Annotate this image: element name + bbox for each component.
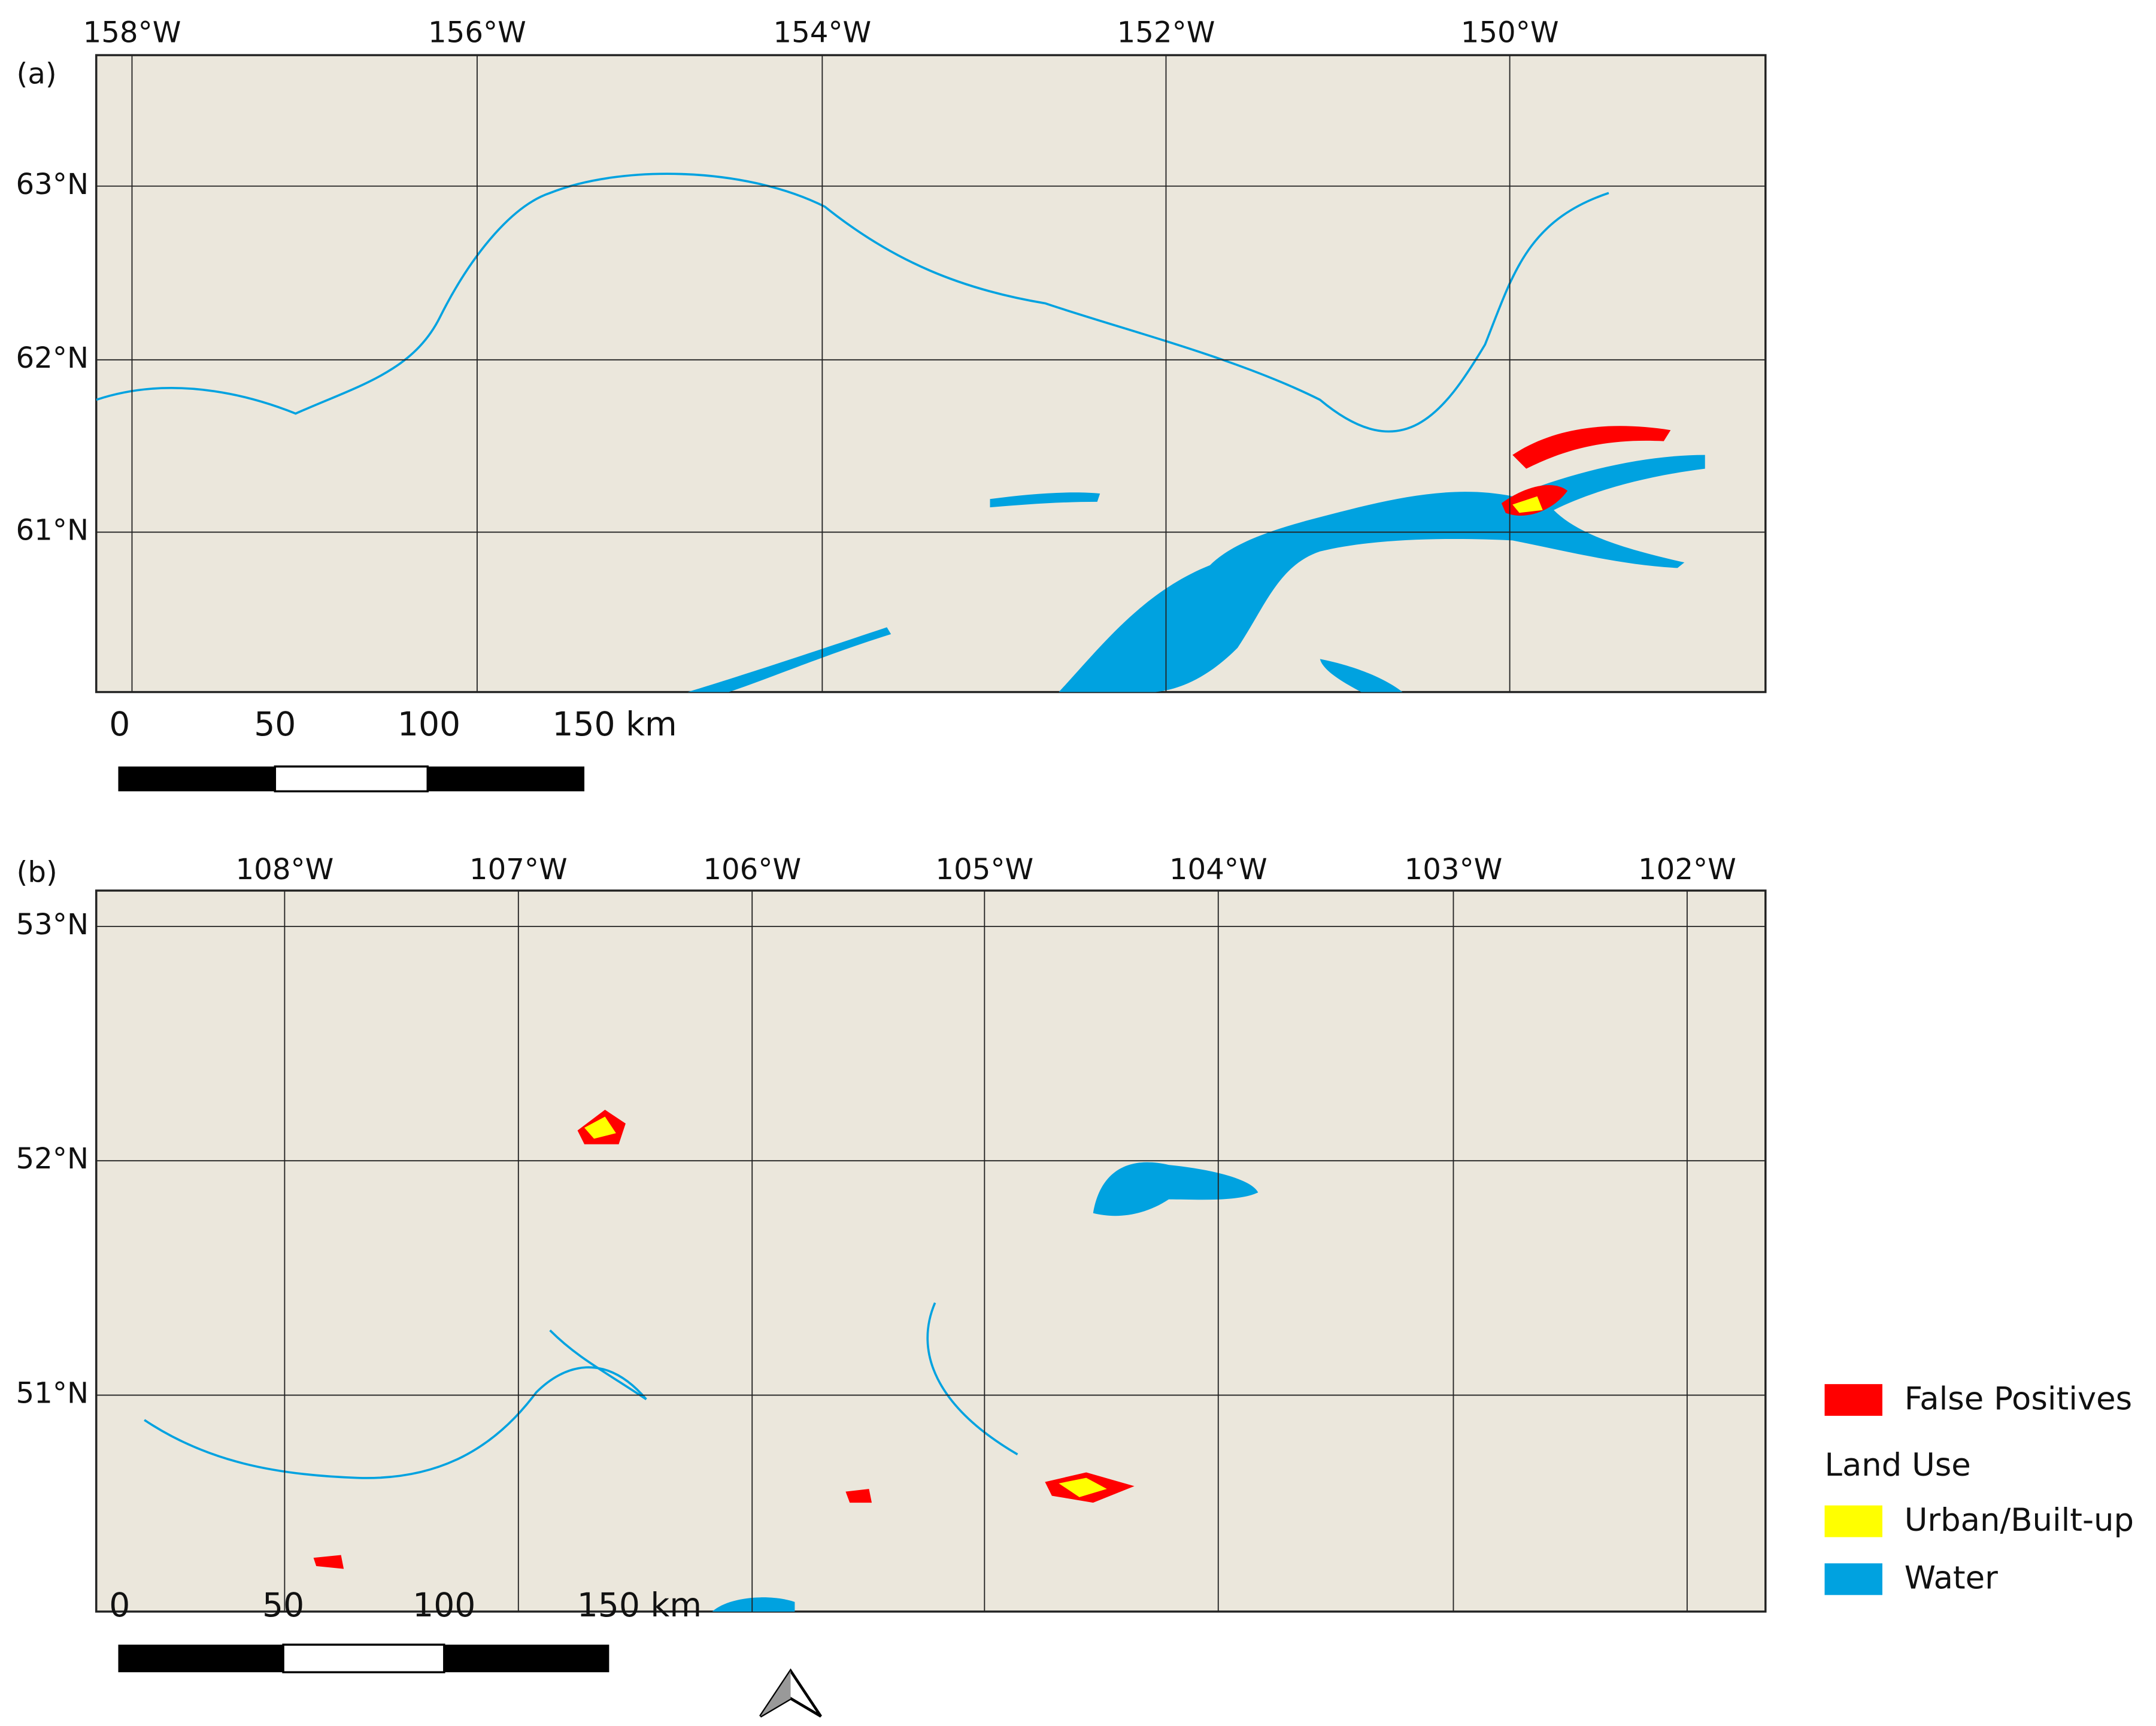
map-a [95,54,1767,694]
water-inlet [1059,455,1705,692]
scale-segment [274,765,429,793]
legend-swatch [1824,1563,1882,1595]
scale-label: 100 [413,1586,475,1625]
latitude-label: 63°N [16,168,89,201]
false-positive-area [1512,426,1671,469]
scale-bar-a [118,765,585,793]
river [549,1330,647,1400]
river [926,1302,1018,1456]
scale-segment [282,1643,445,1673]
scale-label: 100 [398,705,460,744]
water-lake [687,627,891,692]
longitude-label: 108°W [235,853,333,886]
false-positive-area [845,1489,872,1503]
legend-swatch [1824,1505,1882,1537]
map-features [144,1110,1259,1612]
longitude-label: 152°W [1117,16,1215,50]
latitude-label: 61°N [16,514,89,547]
legend-heading: Land Use [1825,1447,1971,1483]
legend-swatch [1824,1384,1882,1416]
longitude-label: 105°W [935,853,1033,886]
legend-label: False Positives [1905,1380,2132,1417]
longitude-label: 103°W [1405,853,1503,886]
longitude-label: 102°W [1638,853,1736,886]
scale-label: 150 km [577,1586,702,1625]
map-features [96,172,1705,692]
latitude-label: 51°N [16,1377,89,1410]
water-lake [1093,1162,1259,1216]
urban-area [584,1116,616,1139]
scale-label: 0 [109,705,130,744]
false-positive-area [313,1555,344,1569]
latitude-label: 62°N [16,341,89,375]
water-lake [1320,659,1403,692]
scale-label: 50 [254,705,296,744]
river [96,172,1609,433]
panel-label: (a) [17,57,57,91]
urban-area [1059,1477,1107,1497]
legend-label: Water [1905,1560,1998,1597]
legend-label: Urban/Built-up [1905,1502,2134,1539]
latitude-label: 53°N [16,908,89,941]
longitude-label: 150°W [1461,16,1559,50]
scale-bar-b [118,1643,609,1673]
longitude-label: 104°W [1169,853,1267,886]
map-b [95,889,1767,1613]
longitude-label: 158°W [83,16,181,50]
scale-label: 0 [109,1586,130,1625]
urban-area [1512,496,1543,513]
river [144,1366,647,1479]
longitude-label: 156°W [428,16,526,50]
scale-segment [118,1645,284,1673]
longitude-label: 106°W [703,853,801,886]
scale-segment [118,766,275,792]
water-lake [712,1597,795,1612]
latitude-label: 52°N [16,1142,89,1176]
water-lake [990,492,1100,508]
map-frame [95,889,1767,1613]
longitude-label: 154°W [773,16,871,50]
panel-label: (b) [17,855,57,889]
scale-segment [427,766,585,792]
scale-label: 150 km [552,705,677,744]
map-frame [95,54,1767,694]
longitude-label: 107°W [469,853,568,886]
scale-segment [444,1645,609,1673]
scale-label: 50 [262,1586,304,1625]
